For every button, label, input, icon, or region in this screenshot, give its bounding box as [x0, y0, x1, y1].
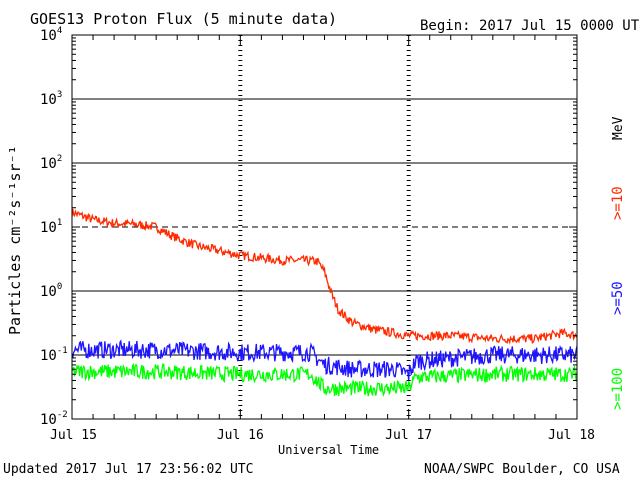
y-tick-exponent: 1	[57, 218, 62, 228]
legend-units: MeV	[611, 116, 626, 140]
x-tick-label: Jul 18	[548, 428, 595, 443]
y-tick-label: 10-1	[40, 346, 68, 364]
x-axis-ticks: Jul 15 Jul 16 Jul 17 Jul 18	[50, 35, 595, 443]
chart-title: GOES13 Proton Flux (5 minute data)	[30, 10, 337, 28]
legend-entry: >=100	[610, 368, 626, 410]
begin-time: Begin: 2017 Jul 15 0000 UTC	[420, 18, 640, 34]
x-axis-label: Universal Time	[278, 443, 379, 457]
y-tick-label: 100	[40, 282, 62, 300]
y-tick-label: 101	[40, 218, 62, 236]
x-tick-label: Jul 17	[385, 428, 432, 443]
y-axis-label: Particles cm⁻²s⁻¹sr⁻¹	[6, 145, 24, 335]
series-line	[71, 339, 578, 381]
y-tick-label: 102	[40, 154, 62, 172]
series-line	[71, 208, 578, 345]
y-tick-label: 10-2	[40, 410, 68, 428]
y-tick-exponent: 0	[57, 282, 62, 292]
series-line	[71, 363, 578, 397]
y-tick-label: 104	[40, 26, 62, 44]
legend: MeV >=10 >=50 >=100	[610, 116, 626, 410]
y-tick-exponent: -1	[57, 346, 68, 356]
x-tick-label: Jul 16	[217, 428, 264, 443]
y-tick-label: 103	[40, 90, 62, 108]
credit-text: NOAA/SWPC Boulder, CO USA	[424, 462, 620, 477]
data-series	[71, 208, 578, 397]
legend-entry: >=10	[610, 186, 626, 220]
y-tick-exponent: 4	[57, 26, 62, 36]
y-tick-exponent: 2	[57, 154, 62, 164]
y-tick-exponent: -2	[57, 410, 68, 420]
legend-entry: >=50	[610, 281, 626, 315]
x-tick-label: Jul 15	[50, 428, 97, 443]
updated-timestamp: Updated 2017 Jul 17 23:56:02 UTC	[3, 462, 253, 477]
y-tick-exponent: 3	[57, 90, 62, 100]
